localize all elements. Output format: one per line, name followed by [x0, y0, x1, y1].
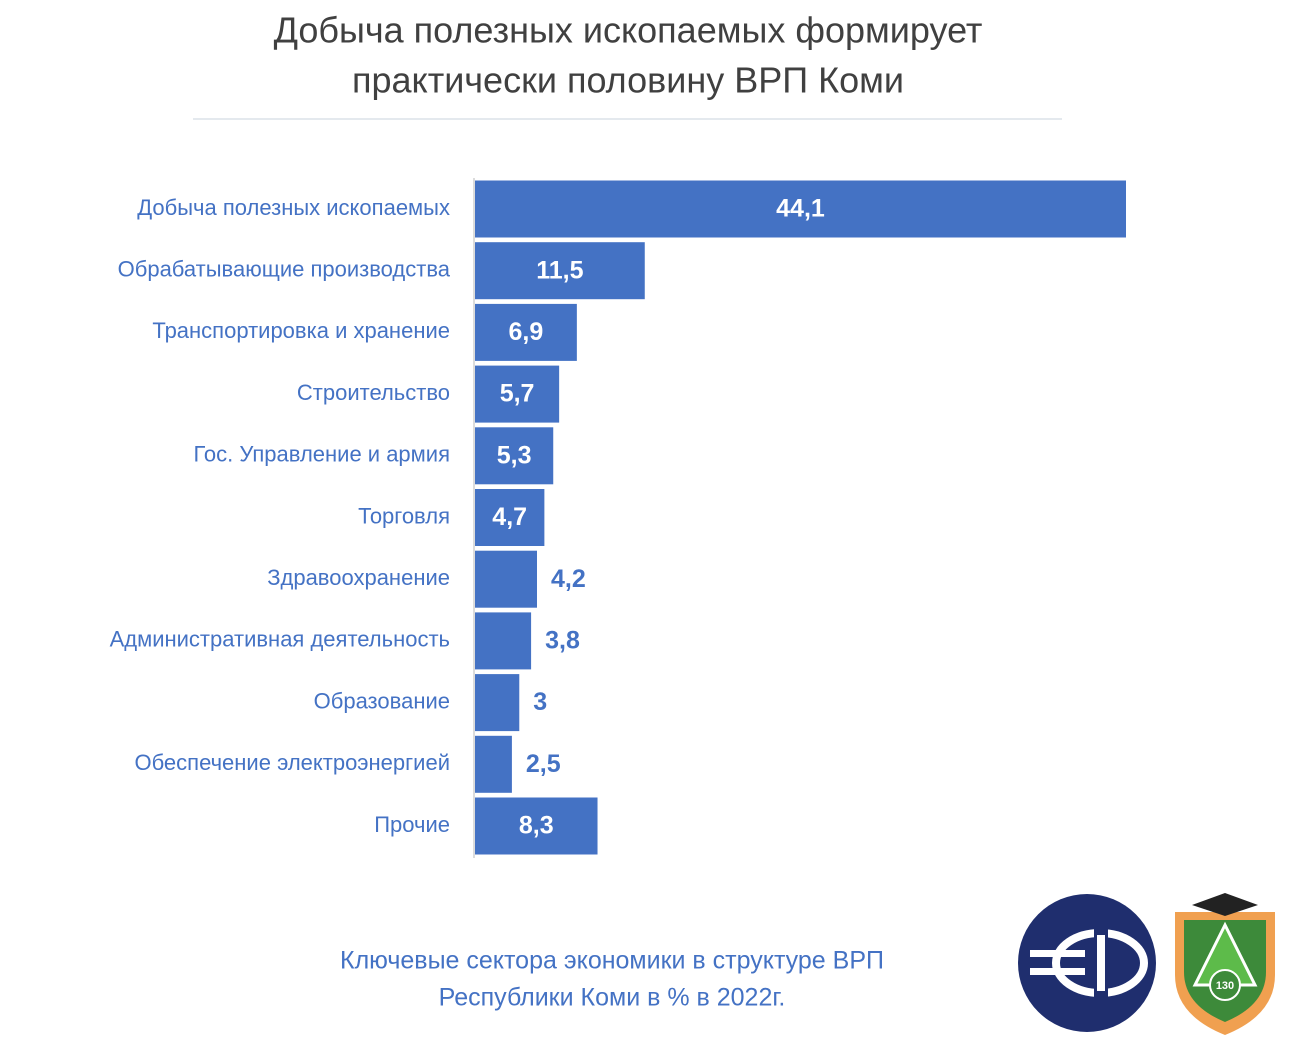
- y-tick-label: Строительство: [297, 380, 450, 405]
- y-tick-label: Образование: [314, 688, 450, 713]
- data-label: 44,1: [776, 195, 825, 223]
- bar: [475, 735, 512, 793]
- caption: Ключевые сектора экономики в структуре В…: [340, 947, 884, 975]
- bar: [475, 550, 537, 608]
- data-label: 5,3: [497, 441, 532, 469]
- bar: [475, 674, 520, 732]
- data-label: 8,3: [519, 812, 554, 840]
- data-label: 2,5: [526, 750, 561, 778]
- data-label: 11,5: [536, 256, 583, 284]
- y-tick-label: Административная деятельность: [110, 627, 450, 652]
- bar: [475, 180, 1126, 238]
- logo-left: [1018, 894, 1156, 1032]
- data-label: 3,8: [545, 627, 580, 655]
- bar: [475, 365, 560, 423]
- bar: [475, 489, 545, 546]
- bar: [475, 303, 577, 361]
- bar: [475, 242, 645, 300]
- y-tick-label: Обеспечение электроэнергией: [134, 750, 450, 775]
- y-tick-label: Торговля: [358, 503, 450, 528]
- bar: [475, 427, 554, 485]
- logo-text: 130: [1216, 980, 1234, 992]
- bar: [475, 612, 532, 670]
- data-label: 3: [533, 688, 547, 716]
- y-tick-label: Добыча полезных ископаемых: [137, 195, 450, 220]
- data-label: 6,9: [509, 318, 544, 346]
- y-tick-label: Транспортировка и хранение: [152, 318, 450, 343]
- data-label: 5,7: [500, 380, 535, 408]
- y-tick-label: Прочие: [374, 812, 450, 837]
- logo-right: 130: [1175, 893, 1275, 1035]
- caption: Республики Коми в % в 2022г.: [439, 984, 786, 1012]
- chart-title: практически половину ВРП Коми: [352, 60, 904, 101]
- y-tick-label: Гос. Управление и армия: [193, 442, 450, 467]
- data-label: 4,7: [492, 503, 527, 531]
- chart-title: Добыча полезных ископаемых формирует: [274, 10, 983, 51]
- y-tick-label: Обрабатывающие производства: [118, 257, 451, 282]
- data-label: 4,2: [551, 565, 586, 593]
- bar: [475, 797, 598, 855]
- y-tick-label: Здравоохранение: [267, 565, 450, 590]
